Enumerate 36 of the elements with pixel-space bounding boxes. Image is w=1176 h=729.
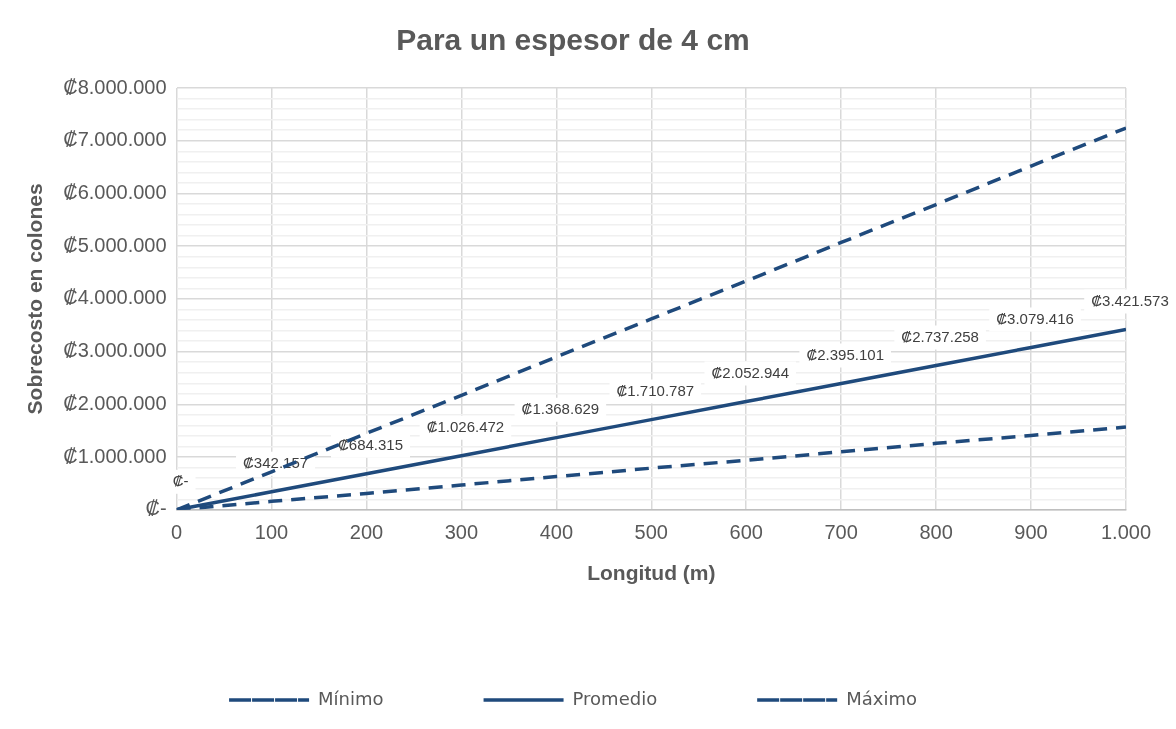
x-tick-label: 800 bbox=[919, 521, 953, 544]
chart-title: Para un espesor de 4 cm bbox=[396, 23, 750, 57]
legend-label: Promedio bbox=[572, 687, 658, 709]
x-tick-label: 100 bbox=[254, 521, 289, 544]
y-tick-label: ₡6.000.000 bbox=[63, 180, 167, 203]
legend-label: Mínimo bbox=[318, 687, 384, 709]
data-label: ₡2.395.101 bbox=[806, 345, 884, 363]
data-label: ₡1.026.472 bbox=[426, 417, 505, 435]
data-label: ₡3.079.416 bbox=[996, 309, 1074, 327]
legend-label: Máximo bbox=[846, 687, 917, 709]
y-tick-label: ₡- bbox=[145, 497, 167, 520]
y-tick-label: ₡8.000.000 bbox=[63, 75, 167, 98]
data-label: ₡2.052.944 bbox=[711, 363, 790, 381]
y-tick-label: ₡3.000.000 bbox=[63, 339, 167, 362]
x-tick-label: 400 bbox=[539, 521, 574, 544]
y-tick-label: ₡2.000.000 bbox=[63, 391, 167, 414]
data-label: ₡- bbox=[172, 471, 189, 489]
data-label: ₡1.710.787 bbox=[616, 381, 695, 399]
y-axis-title: Sobrecosto en colones bbox=[23, 183, 47, 415]
y-tick-label: ₡5.000.000 bbox=[63, 233, 167, 256]
x-tick-label: 500 bbox=[634, 521, 668, 544]
data-label: ₡1.368.629 bbox=[521, 399, 600, 417]
x-tick-label: 900 bbox=[1014, 521, 1048, 544]
x-tick-label: 600 bbox=[729, 521, 763, 544]
data-label: ₡2.737.258 bbox=[901, 327, 979, 345]
y-tick-label: ₡1.000.000 bbox=[63, 444, 167, 467]
x-tick-label: 700 bbox=[824, 521, 858, 544]
data-label: ₡684.315 bbox=[337, 435, 404, 453]
data-label: ₡3.421.573 bbox=[1091, 291, 1169, 309]
x-tick-label: 300 bbox=[444, 521, 479, 544]
y-tick-label: ₡7.000.000 bbox=[63, 128, 167, 151]
y-tick-label: ₡4.000.000 bbox=[63, 286, 167, 309]
x-tick-label: 1.000 bbox=[1100, 521, 1152, 544]
x-tick-label: 200 bbox=[349, 521, 384, 544]
x-tick-label: 0 bbox=[171, 521, 183, 544]
x-axis-title: Longitud (m) bbox=[587, 561, 716, 585]
